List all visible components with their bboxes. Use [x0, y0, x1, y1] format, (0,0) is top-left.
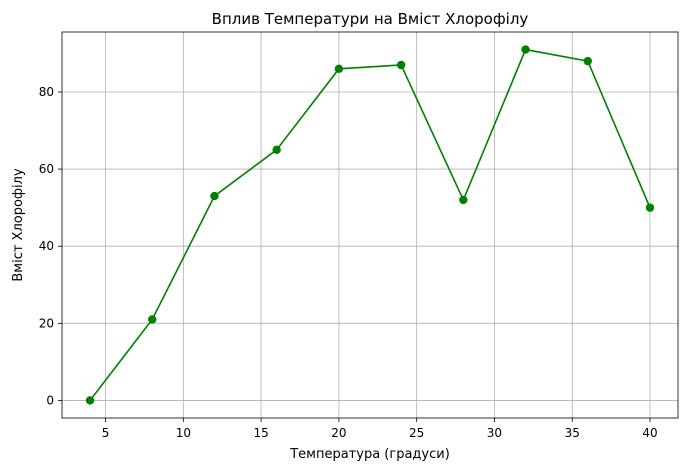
x-tick: 35: [565, 418, 580, 440]
grid: [62, 32, 678, 418]
x-tick-label: 30: [487, 426, 502, 440]
x-tick-label: 35: [565, 426, 580, 440]
series-markers: [85, 45, 655, 405]
y-tick: 20: [39, 316, 62, 330]
data-point: [85, 396, 95, 405]
series-line: [89, 48, 651, 401]
y-tick: 80: [39, 85, 62, 99]
data-point: [645, 203, 655, 212]
x-tick: 25: [409, 418, 424, 440]
x-tick: 20: [331, 418, 347, 440]
y-tick-label: 40: [39, 239, 54, 253]
y-axis-label: Вміст Хлорофілу: [11, 168, 26, 282]
x-tick: 15: [253, 418, 269, 440]
y-tick: 40: [39, 239, 62, 253]
data-point: [272, 145, 281, 155]
x-tick-label: 10: [176, 426, 191, 440]
axis-ticks: 5 10 15 20 25 30 35 40 0 20 40 60 80: [39, 85, 658, 440]
x-tick: 40: [642, 418, 658, 440]
x-tick-label: 5: [102, 426, 110, 440]
y-tick-label: 60: [39, 162, 54, 176]
y-tick-label: 20: [39, 316, 54, 330]
data-point: [459, 195, 468, 205]
x-tick: 5: [102, 418, 110, 440]
y-tick-label: 0: [46, 393, 54, 407]
x-tick-label: 25: [409, 426, 424, 440]
x-tick-label: 20: [331, 426, 346, 440]
x-tick: 30: [487, 418, 502, 440]
x-axis-label: Температура (градуси): [289, 447, 450, 462]
y-tick: 0: [46, 393, 62, 407]
data-point: [583, 56, 592, 66]
y-tick: 60: [39, 162, 62, 176]
y-tick-label: 80: [39, 85, 54, 99]
x-tick-label: 15: [253, 426, 268, 440]
data-point: [148, 315, 157, 324]
plot-frame: [61, 31, 679, 419]
x-tick-label: 40: [642, 426, 657, 440]
data-point: [396, 60, 406, 70]
data-point: [334, 64, 344, 74]
x-tick: 10: [176, 418, 191, 440]
data-point: [210, 191, 219, 201]
chart-title: Вплив Температури на Вміст Хлорофілу: [212, 10, 529, 28]
data-point: [521, 45, 530, 54]
